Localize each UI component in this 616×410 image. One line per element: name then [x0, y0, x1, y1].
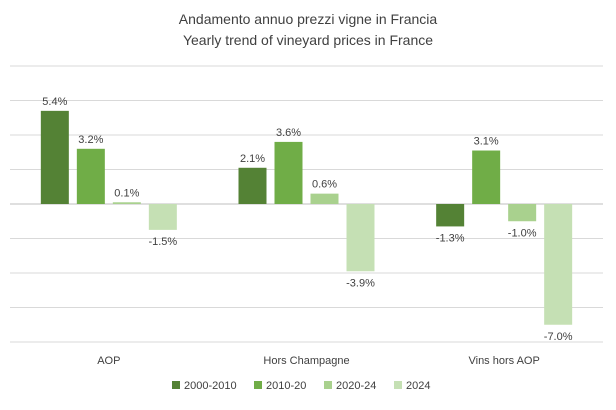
bar-2020-24-vins-hors-aop [508, 204, 537, 222]
data-label: 3.1% [474, 136, 499, 148]
category-label: Vins hors AOP [468, 355, 539, 367]
data-label: 2.1% [240, 153, 265, 165]
bar-2010-20-vins-hors-aop [472, 150, 501, 204]
category-label: Hors Champagne [263, 355, 349, 367]
legend-item-2024: 2024 [394, 380, 430, 392]
legend-label: 2020-24 [336, 380, 376, 392]
legend-label: 2024 [406, 380, 430, 392]
data-label: 0.6% [312, 179, 337, 191]
bar-2010-20-aop [76, 148, 105, 204]
data-label: 3.2% [78, 134, 103, 146]
bar-2024-aop [148, 204, 177, 230]
legend-swatch [254, 381, 262, 389]
legend-label: 2000-2010 [184, 380, 237, 392]
chart-title: Andamento annuo prezzi vigne in Francia [178, 11, 438, 27]
legend-label: 2010-20 [266, 380, 306, 392]
bar-2000-2010-vins-hors-aop [436, 204, 465, 227]
category-label: AOP [97, 355, 120, 367]
data-label: -1.5% [148, 236, 177, 248]
bar-2000-2010-hors-champagne [238, 167, 267, 204]
legend-swatch [172, 381, 180, 389]
data-label: -1.3% [436, 232, 465, 244]
legend-swatch [394, 381, 402, 389]
chart-title-block: Andamento annuo prezzi vigne in Francia … [0, 9, 616, 51]
bar-2024-vins-hors-aop [544, 204, 573, 325]
legend-swatch [324, 381, 332, 389]
data-label: 5.4% [42, 96, 67, 108]
data-label: 0.1% [114, 187, 139, 199]
data-label: -1.0% [508, 227, 537, 239]
data-label: -3.9% [346, 277, 375, 289]
legend-item-2010-20: 2010-20 [254, 380, 306, 392]
bar-2020-24-hors-champagne [310, 193, 339, 204]
data-label: -7.0% [544, 331, 573, 343]
chart-subtitle: Yearly trend of vineyard prices in Franc… [182, 32, 434, 48]
bar-2010-20-hors-champagne [274, 141, 303, 204]
bar-2024-hors-champagne [346, 204, 375, 272]
data-label: 3.6% [276, 127, 301, 139]
bar-2020-24-aop [112, 202, 141, 204]
legend-item-2000-2010: 2000-2010 [172, 380, 237, 392]
bar-2000-2010-aop [40, 110, 69, 204]
legend-item-2020-24: 2020-24 [324, 380, 376, 392]
